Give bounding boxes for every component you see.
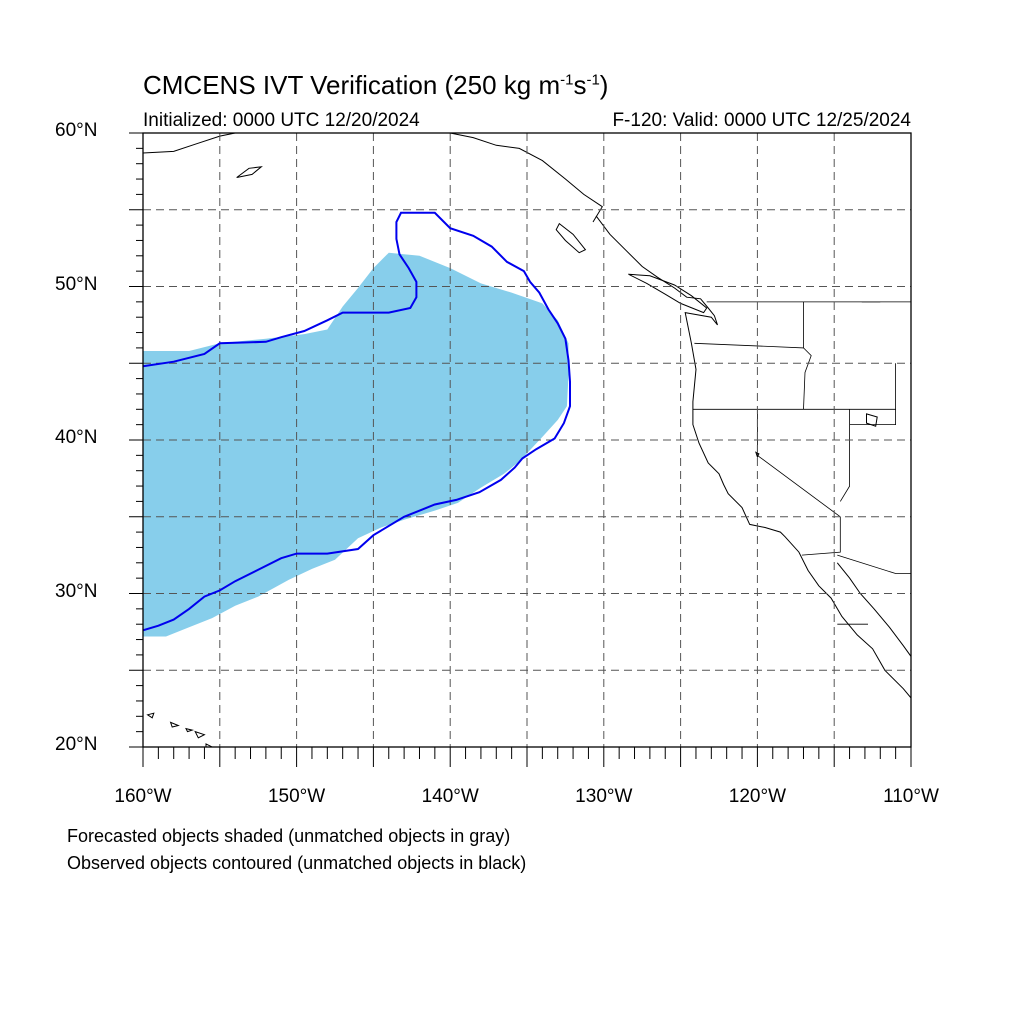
political-border-4: [757, 409, 841, 518]
hawaii-island-4: [194, 730, 206, 739]
forecast-ivt-object: [143, 252, 569, 637]
political-border-8: [839, 409, 850, 502]
longitude-label: 160°W: [114, 786, 172, 807]
longitude-label: 130°W: [575, 786, 633, 807]
longitude-label: 120°W: [728, 786, 787, 807]
political-border-2: [694, 301, 804, 349]
forecast-legend-note: Forecasted objects shaded (unmatched obj…: [67, 826, 511, 846]
hawaii-island-2: [169, 721, 180, 728]
hawaii-island-3: [185, 727, 195, 733]
chart-title: CMCENS IVT Verification (250 kg m-1s-1): [143, 70, 609, 100]
vancouver-island-outline: [628, 273, 708, 314]
valid-time: F-120: Valid: 0000 UTC 12/25/2024: [612, 110, 911, 131]
latitude-label: 20°N: [55, 734, 98, 755]
lake-outline-2: [755, 451, 760, 459]
west-coast-coastline: [595, 215, 911, 699]
political-border-9: [849, 363, 896, 425]
latitude-label: 60°N: [55, 120, 98, 141]
hawaii-island-1: [146, 712, 155, 719]
political-border-7: [837, 554, 911, 574]
latitude-label: 50°N: [55, 273, 98, 295]
observed-ivt-contour: [143, 211, 571, 632]
alaska-peninsula-coastline: [143, 133, 236, 154]
longitude-label: 110°W: [883, 786, 939, 807]
political-border-6: [801, 516, 841, 556]
alaska-panhandle-coastline: [450, 133, 603, 223]
kodiak-island-outline: [236, 166, 263, 178]
longitude-label: 140°W: [421, 786, 479, 807]
initialized-time: Initialized: 0000 UTC 12/20/2024: [143, 110, 420, 131]
haida-gwaii-outline: [555, 222, 587, 254]
latitude-label: 30°N: [55, 580, 98, 602]
observed-legend-note: Observed objects contoured (unmatched ob…: [67, 853, 527, 873]
political-border-5: [803, 347, 812, 410]
latitude-label: 40°N: [55, 427, 98, 448]
longitude-label: 150°W: [267, 786, 326, 807]
lake-outline-1: [866, 413, 878, 427]
gulf-of-california-coastline: [836, 562, 911, 657]
